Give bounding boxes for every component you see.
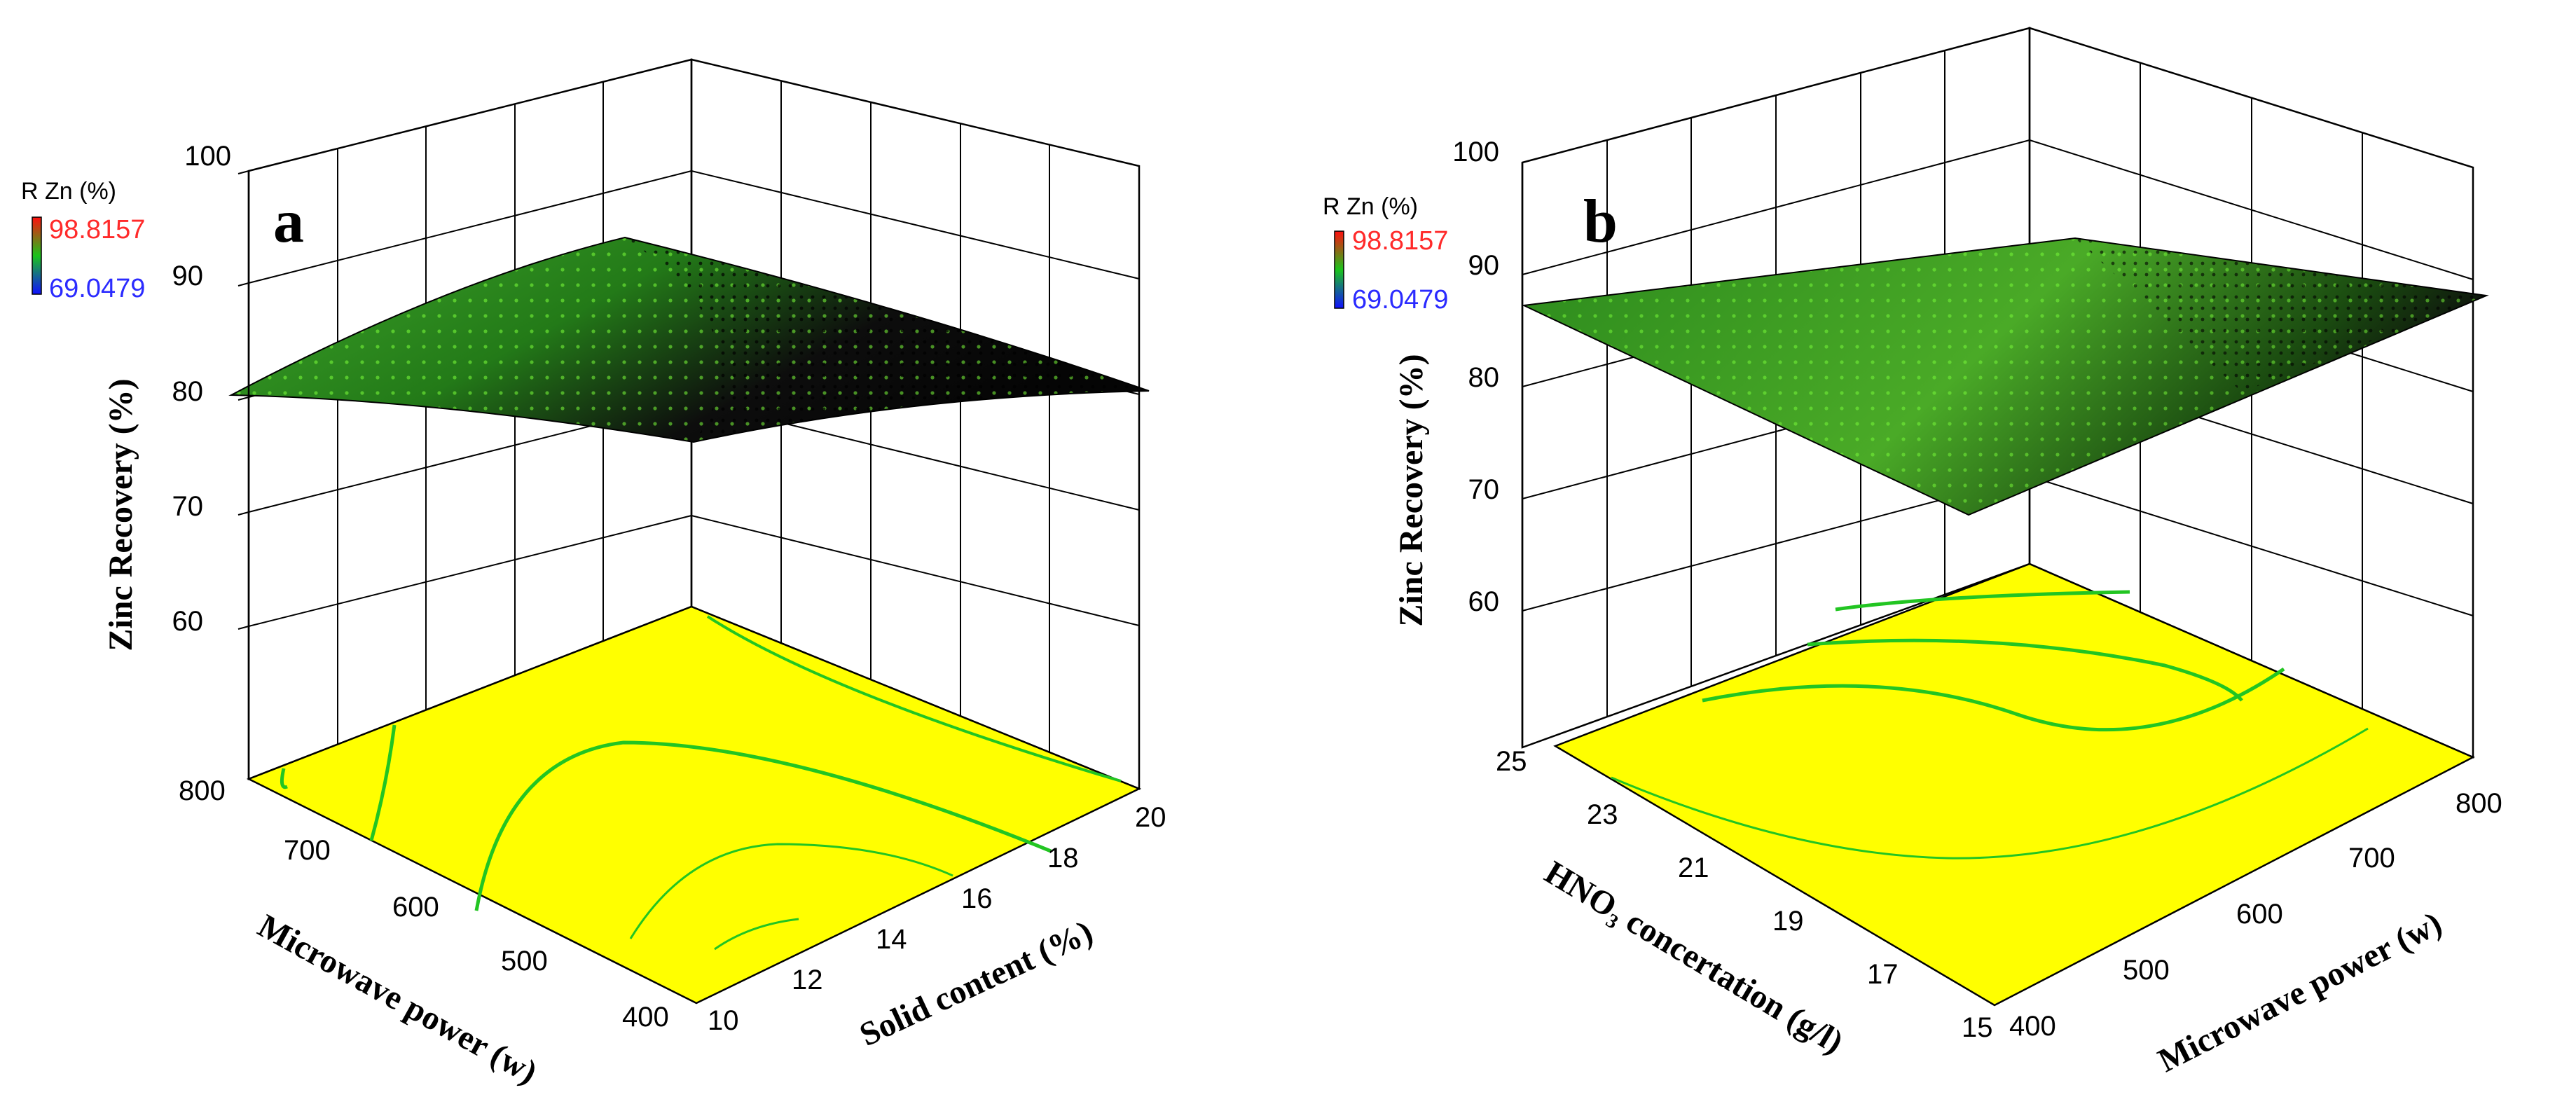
panel-a-z-tick: 60 [172, 606, 204, 637]
panel-b-z-axis-label: Zinc Recovery (%) [1393, 354, 1430, 626]
panel-b-y-tick: 600 [2236, 899, 2283, 930]
panel-b-x-tick: 23 [1587, 799, 1618, 830]
panel-a-x-tick: 400 [622, 1002, 669, 1033]
panel-b-z-tick: 100 [1452, 137, 1499, 167]
panel-b-x-tick: 25 [1496, 746, 1527, 777]
panel-b-legend: R Zn (%) 98.8157 69.0479 [1323, 193, 1448, 315]
panel-a-x-axis-label: Microwave power (w) [252, 907, 544, 1091]
panel-b-z-tick: 70 [1468, 474, 1500, 505]
panel-b-z-tick: 90 [1468, 250, 1500, 281]
panel-b-y-tick: 800 [2456, 788, 2502, 819]
panel-a-y-tick: 16 [961, 883, 993, 914]
panel-b-surface [1521, 237, 2489, 516]
panel-b-contour-plane [1553, 563, 2475, 1007]
panel-a-x-tick: 500 [501, 946, 548, 977]
panel-b-legend-high: 98.8157 [1352, 226, 1448, 256]
panel-b-label: b [1583, 188, 1618, 256]
panel-b-z-tick: 80 [1468, 362, 1500, 393]
panel-a-y-tick: 12 [792, 965, 823, 995]
panel-b-x-tick: 15 [1962, 1012, 1993, 1043]
panel-a-contour-plane [246, 605, 1142, 1005]
panel-a-legend: R Zn (%) 98.8157 69.0479 [21, 178, 145, 303]
panel-a-z-tick: 80 [172, 376, 204, 407]
panel-a-y-tick: 10 [708, 1005, 739, 1036]
panel-b: 100 90 80 70 60 Zinc Recovery (%) 25 23 … [1323, 27, 2502, 1079]
panel-a-back-right-wall [690, 58, 1141, 790]
panel-a-legend-title: R Zn (%) [21, 178, 116, 205]
panel-a-z-axis: 100 90 80 70 60 Zinc Recovery (%) [102, 141, 250, 779]
panel-a-legend-colorbar [32, 216, 42, 295]
panel-b-legend-low: 69.0479 [1352, 285, 1448, 315]
panel-a-x-tick: 800 [179, 775, 226, 806]
panel-b-x-tick: 19 [1772, 906, 1804, 937]
panel-b-y-tick: 500 [2123, 955, 2170, 986]
panel-a-legend-low: 69.0479 [49, 274, 145, 303]
panel-a-legend-high: 98.8157 [49, 215, 145, 244]
panel-a-z-tick: 90 [172, 261, 204, 291]
panel-b-legend-title: R Zn (%) [1323, 193, 1418, 220]
panel-b-z-axis: 100 90 80 70 60 Zinc Recovery (%) [1393, 137, 1524, 747]
panel-b-y-tick: 400 [2009, 1011, 2056, 1042]
panel-a-z-tick: 100 [184, 141, 231, 172]
panel-a-y-tick: 14 [876, 924, 907, 955]
panel-a-y-tick: 20 [1135, 802, 1166, 833]
panel-b-z-tick: 60 [1468, 586, 1500, 617]
panel-a-label: a [273, 188, 304, 256]
panel-b-x-tick: 21 [1678, 853, 1709, 883]
panel-a-surface [228, 236, 1150, 443]
panel-a-y-tick: 18 [1047, 843, 1079, 874]
panel-a-z-tick: 70 [172, 491, 204, 522]
panel-b-legend-colorbar [1334, 230, 1344, 309]
panel-b-y-tick: 700 [2348, 843, 2395, 874]
panel-a-z-axis-label: Zinc Recovery (%) [102, 378, 139, 651]
panel-a-x-tick: 700 [284, 835, 331, 866]
panel-a: 100 90 80 70 60 Zinc Recovery (%) 800 70… [21, 58, 1166, 1091]
panel-b-x-tick: 17 [1867, 959, 1899, 990]
panel-b-y-axis-label: Microwave power (w) [2152, 904, 2448, 1079]
panel-a-x-tick: 600 [392, 892, 439, 923]
